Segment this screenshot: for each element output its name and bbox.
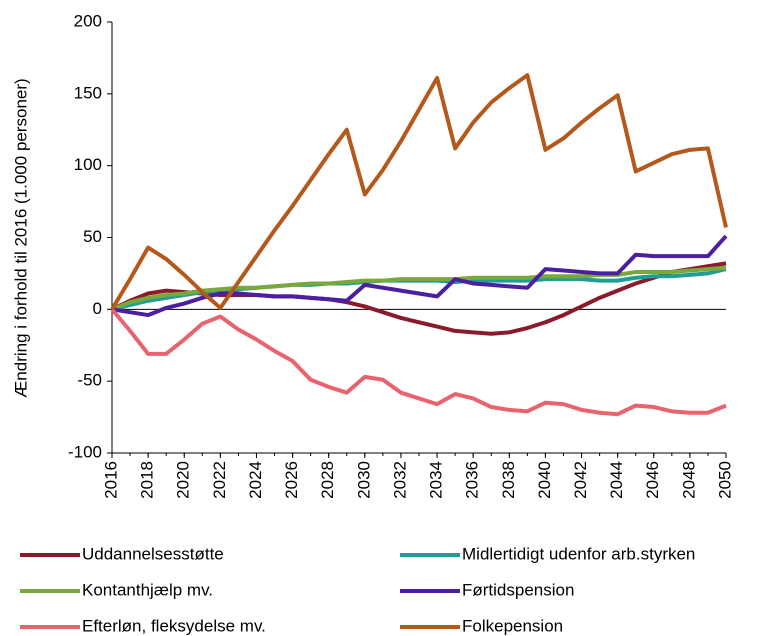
x-tick-label: 2044 — [607, 461, 626, 499]
y-tick-label: 100 — [74, 155, 102, 174]
legend-label: Kontanthjælp mv. — [82, 580, 213, 599]
x-tick-label: 2038 — [499, 461, 518, 499]
y-tick-label: -50 — [77, 371, 102, 390]
x-tick-label: 2040 — [535, 461, 554, 499]
legend-label: Folkepension — [462, 616, 563, 635]
x-tick-label: 2020 — [174, 461, 193, 499]
series-line — [110, 308, 727, 417]
legend-label: Førtidspension — [462, 580, 574, 599]
legend-label: Midlertidigt udenfor arb.styrken — [462, 544, 695, 563]
y-tick-label: 200 — [74, 11, 102, 30]
x-tick-label: 2022 — [210, 461, 229, 499]
series-line — [111, 234, 728, 318]
x-tick-label: 2050 — [715, 461, 734, 499]
x-tick-label: 2046 — [643, 461, 662, 499]
x-tick-label: 2048 — [679, 461, 698, 499]
x-tick-label: 2024 — [246, 461, 265, 499]
y-tick-label: 150 — [74, 83, 102, 102]
series-line — [110, 73, 728, 311]
x-tick-label: 2030 — [354, 461, 373, 499]
y-tick-label: 0 — [93, 299, 102, 318]
x-tick-label: 2016 — [101, 461, 120, 499]
x-tick-label: 2028 — [318, 461, 337, 499]
x-tick-label: 2036 — [463, 461, 482, 499]
x-tick-label: 2018 — [138, 461, 157, 499]
y-axis-label: Ændring i forhold til 2016 (1.000 person… — [11, 78, 30, 397]
y-tick-label: 50 — [83, 227, 102, 246]
x-tick-label: 2042 — [571, 461, 590, 499]
legend-label: Efterløn, fleksydelse mv. — [82, 616, 266, 635]
x-tick-label: 2034 — [427, 461, 446, 499]
y-tick-label: -100 — [68, 442, 102, 461]
x-tick-label: 2026 — [282, 461, 301, 499]
x-tick-label: 2032 — [390, 461, 409, 499]
series-line — [111, 265, 727, 312]
legend-label: Uddannelsesstøtte — [82, 544, 224, 563]
